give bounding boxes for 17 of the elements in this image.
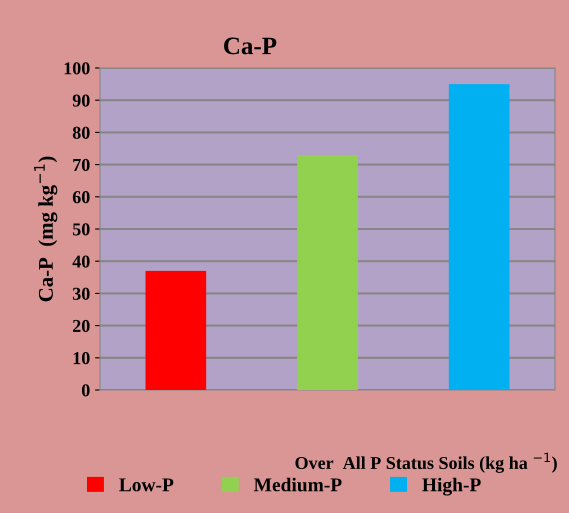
y-tick-label: 30 <box>72 288 90 300</box>
legend-label: High-P <box>422 478 481 496</box>
y-tick-label: 20 <box>72 320 90 332</box>
y-tick-label: 10 <box>74 352 90 364</box>
y-tick-label: 100 <box>64 62 90 74</box>
y-axis-title: Ca-P (mg kg$^{−1}$) <box>34 156 58 302</box>
y-tick-label: 40 <box>72 255 90 268</box>
y-tick-label: 50 <box>72 223 90 236</box>
y-tick-label: 80 <box>72 126 90 139</box>
y-tick-label: 90 <box>72 94 90 107</box>
legend-label: Low-P <box>119 478 174 492</box>
x-axis-title: Over All P Status Soils (kg ha $^{−1}$) <box>295 452 557 473</box>
y-tick-label: 0 <box>82 384 90 396</box>
chart-title: Ca-P <box>224 38 276 54</box>
y-tick-label: 60 <box>72 191 90 204</box>
legend-label: Medium-P <box>254 478 342 492</box>
y-tick-label: 70 <box>73 158 90 172</box>
